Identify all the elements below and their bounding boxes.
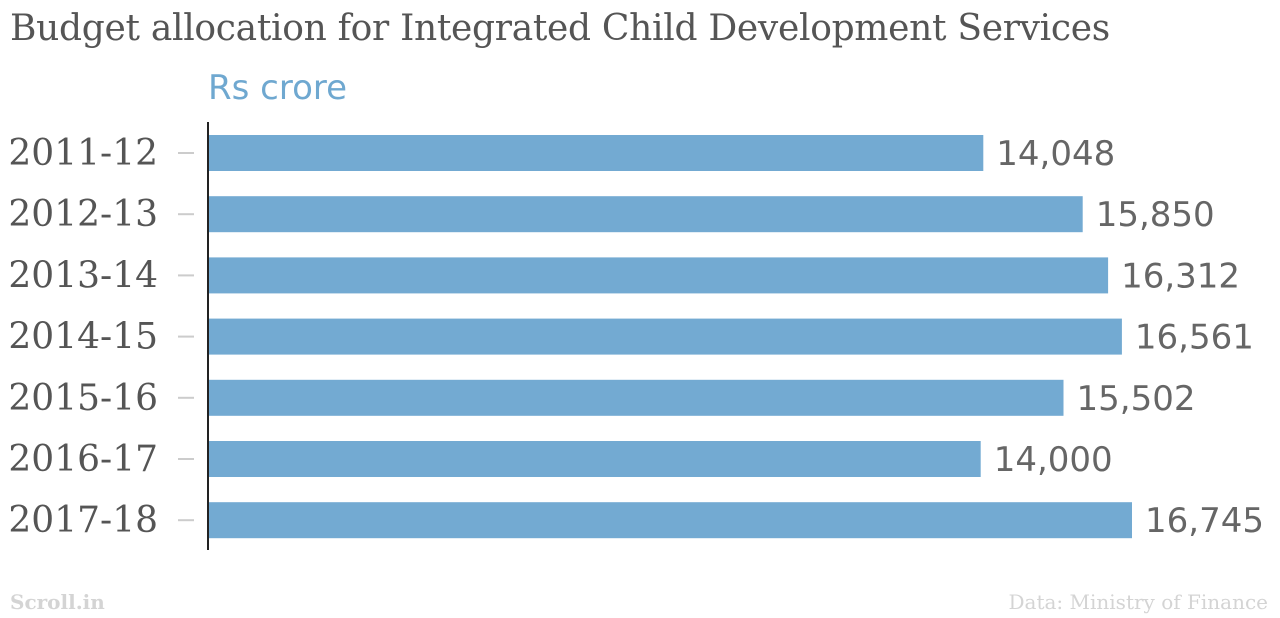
source-text: Data: Ministry of Finance (1008, 590, 1268, 614)
value-label: 14,000 (994, 440, 1113, 480)
value-label: 16,745 (1145, 501, 1264, 541)
bar (209, 502, 1132, 539)
value-label: 15,502 (1077, 379, 1196, 419)
bar (209, 318, 1122, 355)
bar (209, 257, 1109, 294)
bar (209, 135, 984, 171)
category-label: 2012-13 (8, 194, 158, 235)
value-label: 16,561 (1135, 318, 1254, 358)
value-label: 14,048 (996, 134, 1115, 174)
category-label: 2015-16 (8, 378, 158, 419)
value-label: 15,850 (1096, 195, 1215, 235)
category-label: 2017-18 (8, 500, 158, 541)
bar (209, 196, 1083, 233)
unit-label: Rs crore (208, 68, 348, 108)
credit-text: Scroll.in (10, 590, 105, 614)
value-label: 16,312 (1121, 256, 1240, 296)
category-label: 2016-17 (8, 439, 158, 480)
chart-title: Budget allocation for Integrated Child D… (10, 8, 1110, 49)
category-label: 2011-12 (8, 133, 158, 174)
bar (209, 441, 981, 477)
bar (209, 379, 1064, 416)
category-label: 2014-15 (8, 317, 158, 358)
category-label: 2013-14 (8, 255, 158, 296)
